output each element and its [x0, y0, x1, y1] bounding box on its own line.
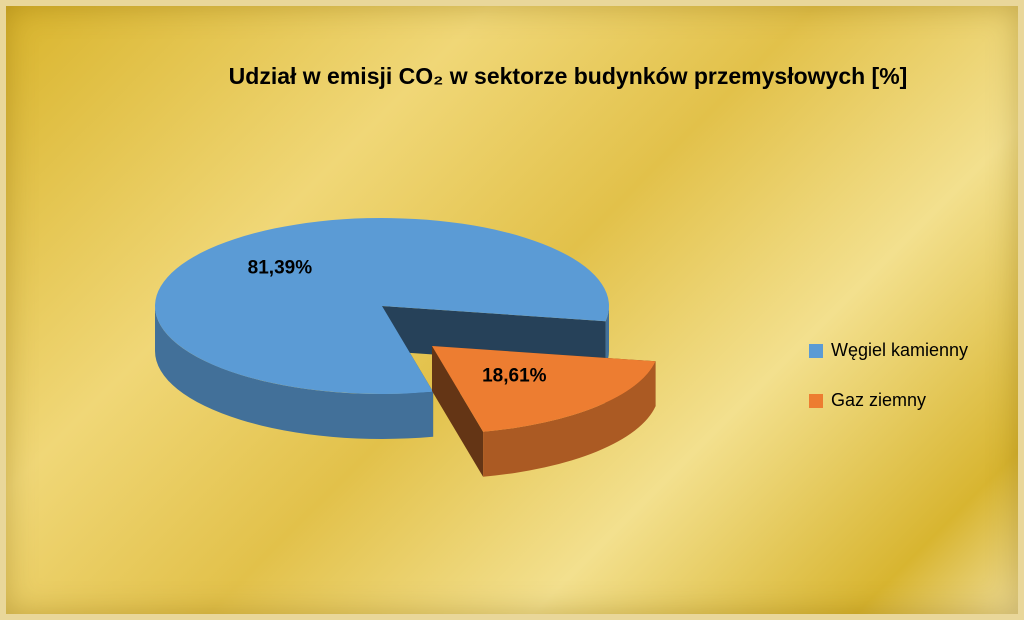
legend-swatch — [809, 394, 823, 408]
data-label: 81,39% — [248, 257, 313, 278]
slice — [432, 346, 656, 432]
slice-wall — [155, 306, 434, 439]
legend-label: Gaz ziemny — [831, 390, 926, 410]
chart: 81,39% 18,61% Węgiel kamienny Gaz ziemny — [154, 217, 968, 477]
slice — [154, 217, 609, 394]
chart-title: Udział w emisji CO₂ w sektorze budynków … — [228, 63, 908, 89]
slice-wall — [605, 306, 609, 367]
legend-label: Węgiel kamienny — [831, 340, 968, 360]
slice-wall — [483, 361, 656, 477]
legend-swatch — [809, 344, 823, 358]
slice-side — [432, 346, 484, 477]
data-label: 18,61% — [482, 365, 547, 386]
